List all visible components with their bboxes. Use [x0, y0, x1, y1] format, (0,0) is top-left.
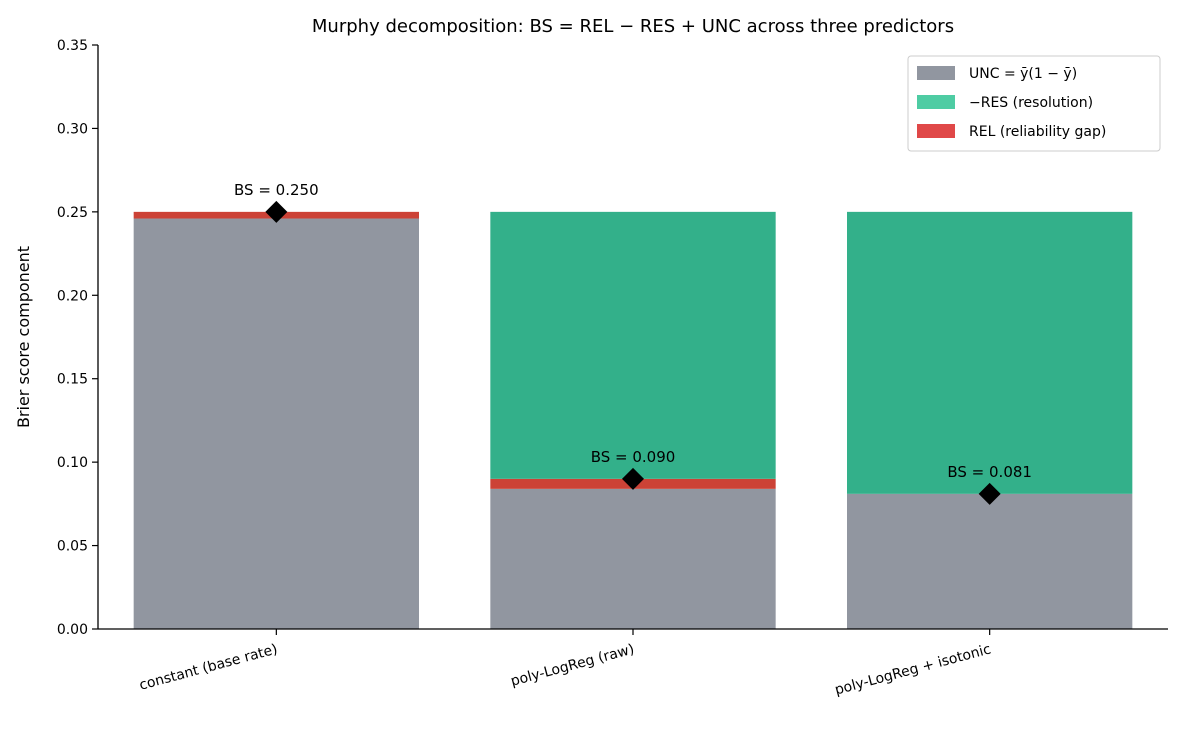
bs-markers: BS = 0.250 BS = 0.090 BS = 0.081 — [234, 181, 1032, 505]
bars — [133, 211, 1133, 629]
legend-label-res: −RES (resolution) — [969, 95, 1093, 111]
legend: UNC = ȳ(1 − ȳ) −RES (resolution) REL (re… — [907, 55, 1161, 152]
x-tick-label: constant (base rate) — [138, 641, 280, 693]
bs-label: BS = 0.081 — [947, 463, 1032, 481]
unc-bar — [847, 493, 1133, 629]
y-tick-label: 0.35 — [57, 38, 88, 54]
y-tick-label: 0.05 — [57, 539, 88, 555]
x-tick-label: poly-LogReg + isotonic — [833, 641, 993, 698]
legend-frame — [907, 55, 1161, 152]
y-tick-label: 0.00 — [57, 622, 88, 638]
legend-swatch-rel — [917, 124, 955, 138]
unc-bar — [133, 218, 419, 629]
bs-label: BS = 0.090 — [591, 448, 676, 466]
legend-swatch-unc — [917, 66, 955, 80]
legend-swatch-res — [917, 95, 955, 109]
res-bar — [490, 211, 776, 479]
y-tick-label: 0.15 — [57, 372, 88, 388]
bs-label: BS = 0.250 — [234, 181, 319, 199]
bs-marker — [265, 200, 288, 223]
res-bar — [847, 211, 1133, 494]
bs-marker — [622, 467, 644, 490]
bs-marker — [978, 482, 1001, 505]
y-tick-label: 0.10 — [57, 455, 88, 471]
y-tick-label: 0.20 — [57, 288, 88, 304]
chart-title: Murphy decomposition: BS = REL − RES + U… — [312, 16, 954, 37]
unc-bar — [490, 488, 776, 629]
legend-label-rel: REL (reliability gap) — [969, 124, 1106, 140]
y-axis-label: Brier score component — [14, 246, 33, 428]
y-axis-label-group: Brier score component — [14, 246, 33, 428]
legend-label-unc: UNC = ȳ(1 − ȳ) — [969, 66, 1077, 82]
y-tick-label: 0.30 — [57, 121, 88, 137]
y-tick-label: 0.25 — [57, 205, 88, 221]
x-tick-label: poly-LogReg (raw) — [509, 641, 636, 689]
